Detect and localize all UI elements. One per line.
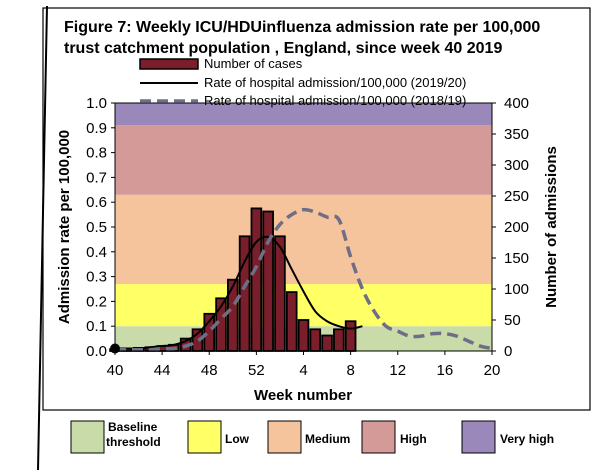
x-tick-label-5: 8 <box>346 362 354 379</box>
bar-week-3 <box>285 291 298 352</box>
x-tick-label-3: 52 <box>248 362 265 379</box>
y-right-tick-label-8: 400 <box>504 95 529 112</box>
band-legend-label-very-high: Very high <box>500 432 554 446</box>
y-left-tick-label-4: 0.4 <box>86 244 107 261</box>
bar-week-6 <box>321 334 333 352</box>
bar-week-5 <box>309 328 322 352</box>
x-tick-label-7: 16 <box>437 362 454 379</box>
x-tick-label-4: 4 <box>299 362 307 379</box>
band-legend: Baseline threshold Low Medium High Very … <box>70 420 554 454</box>
y-right-tick-label-1: 50 <box>504 312 521 329</box>
x-tick-label-6: 12 <box>389 362 406 379</box>
y-left-tick-label-3: 0.3 <box>86 269 107 286</box>
legend: Number of cases Rate of hospital admissi… <box>139 56 466 108</box>
band-legend-label-low: Low <box>225 432 250 446</box>
legend-label-2019-20: Rate of hospital admission/100,000 (2019… <box>204 75 466 90</box>
y-left-tick-label-5: 0.5 <box>86 219 107 236</box>
band-legend-swatch-high <box>361 420 396 454</box>
y-right-tick-label-6: 300 <box>504 157 529 174</box>
y-right-tick-label-0: 0 <box>504 343 512 360</box>
y-left-tick-label-0: 0.0 <box>86 343 107 360</box>
y-left-tick-label-2: 0.2 <box>86 293 107 310</box>
y-right-tick-label-7: 350 <box>504 126 529 143</box>
x-tick-label-8: 20 <box>484 362 501 379</box>
chart-title-line1: Figure 7: Weekly ICU/HDUinfluenza admiss… <box>64 19 540 36</box>
chart-title-line2: trust catchment population , England, si… <box>64 40 502 57</box>
threshold-bands <box>115 103 492 351</box>
band-3 <box>115 125 492 195</box>
y-left-tick-label-7: 0.7 <box>86 169 107 186</box>
band-legend-swatch-low <box>187 420 222 454</box>
legend-label-number-of-cases: Number of cases <box>204 56 303 71</box>
y-left-tick-label-8: 0.8 <box>86 145 107 162</box>
y-right-axis-label: Number of admissions <box>543 146 560 308</box>
bar-week-8 <box>344 320 357 352</box>
y-left-tick-label-9: 0.9 <box>86 120 107 137</box>
band-legend-swatch-very-high <box>461 420 496 454</box>
series-line-2018-19 <box>115 207 493 352</box>
x-axis: 40 44 48 52 4 8 12 16 20 <box>107 351 501 379</box>
y-right-tick-label-2: 100 <box>504 281 529 298</box>
y-right-axis: 0 50 100 150 200 250 300 350 400 <box>492 95 529 360</box>
bar-week-50 <box>227 278 239 352</box>
y-left-axis-label: Admission rate per 100,000 <box>56 130 73 324</box>
legend-label-2018-19: Rate of hospital admission/100,000 (2018… <box>204 93 466 108</box>
x-tick-label-2: 48 <box>201 362 218 379</box>
band-legend-label-baseline-1: Baseline <box>108 420 158 434</box>
bar-week-7 <box>333 328 345 352</box>
x-axis-label: Week number <box>254 387 352 404</box>
band-4 <box>115 103 492 126</box>
bar-week-52 <box>250 207 263 352</box>
band-legend-label-medium: Medium <box>305 432 350 446</box>
x-tick-label-0: 40 <box>107 362 124 379</box>
y-right-tick-label-5: 250 <box>504 188 529 205</box>
bar-week-4 <box>297 319 310 352</box>
legend-swatch-number-of-cases <box>139 58 199 70</box>
band-legend-label-baseline-2: threshold <box>106 435 161 449</box>
band-legend-swatch-baseline <box>70 420 105 454</box>
y-right-tick-label-3: 150 <box>504 250 529 267</box>
y-left-axis: 0.0 0.1 0.2 0.3 0.4 0.5 0.6 0.7 0.8 0.9 1.0 <box>86 95 115 360</box>
bar-week-1 <box>262 210 274 352</box>
band-legend-label-high: High <box>400 432 427 446</box>
y-left-tick-label-10: 1.0 <box>86 95 107 112</box>
y-right-tick-label-4: 200 <box>504 219 529 236</box>
x-tick-label-1: 44 <box>154 362 171 379</box>
y-left-tick-label-1: 0.1 <box>86 318 107 335</box>
band-legend-swatch-medium <box>267 420 302 454</box>
scan-edge-line <box>37 5 48 471</box>
y-left-tick-label-6: 0.6 <box>86 194 107 211</box>
series-line-2019-20 <box>115 235 363 350</box>
